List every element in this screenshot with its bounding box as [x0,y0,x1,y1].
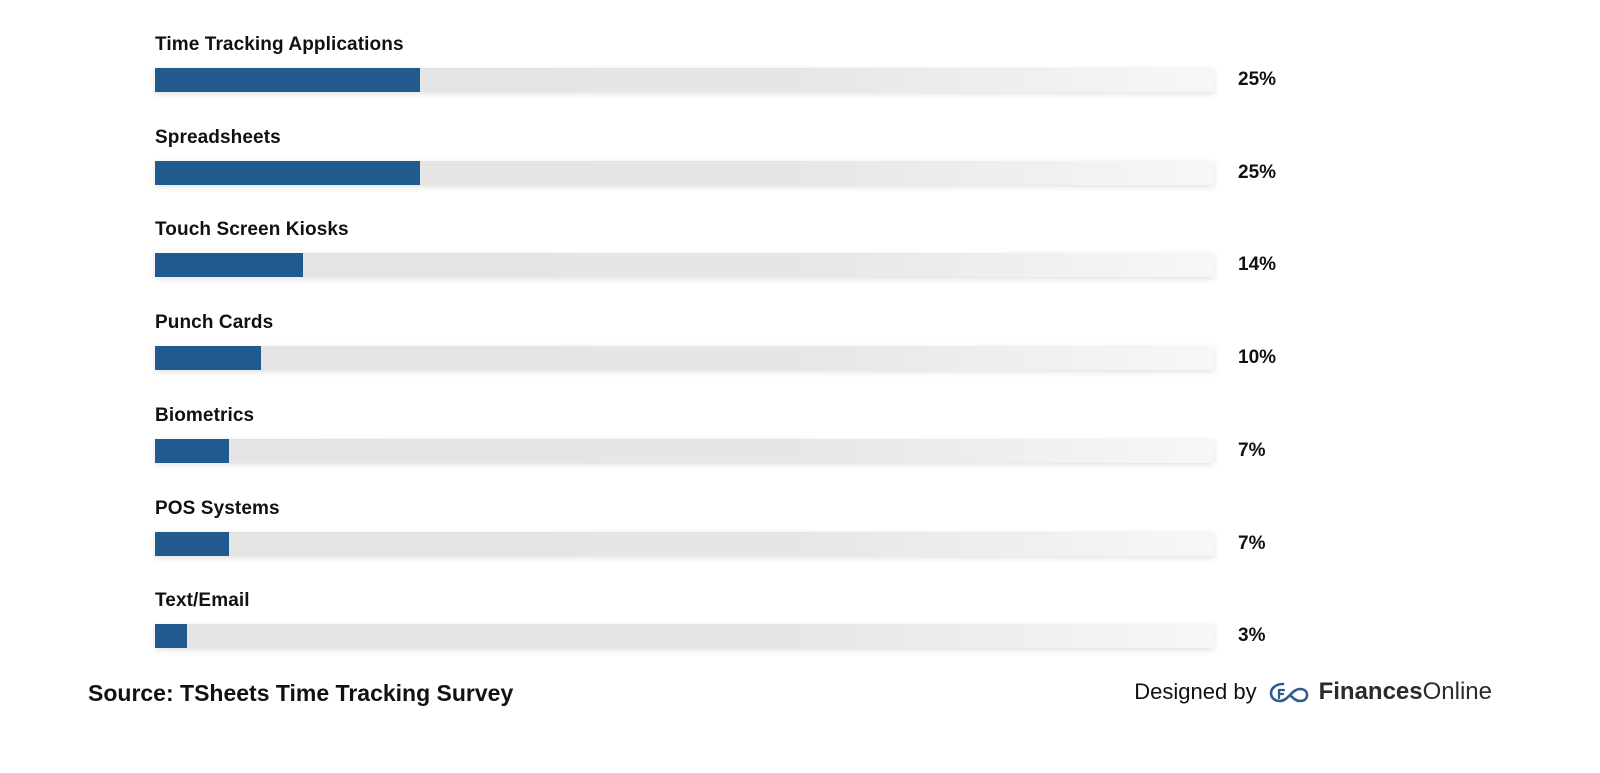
bar-chart: Time Tracking Applications 25% Spreadsheet… [155,34,1355,670]
bar-value-label: 14% [1238,254,1277,276]
bar-track [155,438,1214,463]
bar-track [155,531,1214,556]
designed-by-label: Designed by [1134,679,1257,704]
financesonline-logo: FinancesOnline [1269,678,1492,706]
bar [155,160,420,185]
bar-category-label: Spreadsheets [155,126,281,148]
bar-value-label: 7% [1238,439,1266,461]
brand-name-strong: Finances [1318,678,1423,705]
brand-name-light: Online [1422,678,1492,705]
bar-row: POS Systems 7% [155,498,1355,578]
bar-row: Text/Email 3% [155,590,1355,670]
bar-track [155,160,1214,185]
bar-track [155,624,1214,649]
bar-value-label: 10% [1238,347,1277,369]
bar-category-label: Text/Email [155,590,250,612]
bar-row: Time Tracking Applications 25% [155,34,1355,114]
credit: Designed by FinancesOnline [1134,678,1492,706]
bar-value-label: 25% [1238,161,1277,183]
bar-row: Touch Screen Kiosks 14% [155,219,1355,299]
bar [155,253,304,278]
bar-category-label: Time Tracking Applications [155,34,404,55]
bar [155,531,230,556]
financesonline-logo-icon [1269,682,1308,703]
bar [155,346,261,371]
bar-value-label: 3% [1238,625,1266,647]
bar-category-label: Punch Cards [155,312,274,334]
bar [155,438,230,463]
bar-category-label: POS Systems [155,497,280,519]
bar-track [155,253,1214,278]
bar-value-label: 7% [1238,532,1266,554]
bar-track [155,68,1214,92]
bar-row: Biometrics 7% [155,405,1355,485]
bar [155,68,420,92]
bar-value-label: 25% [1238,69,1277,90]
bar-track [155,346,1214,371]
bar-row: Punch Cards 10% [155,312,1355,392]
source-note: Source: TSheets Time Tracking Survey [88,680,514,706]
bar-category-label: Touch Screen Kiosks [155,219,349,241]
bar-category-label: Biometrics [155,404,255,426]
bar [155,624,187,649]
bar-row: Spreadsheets 25% [155,127,1355,207]
